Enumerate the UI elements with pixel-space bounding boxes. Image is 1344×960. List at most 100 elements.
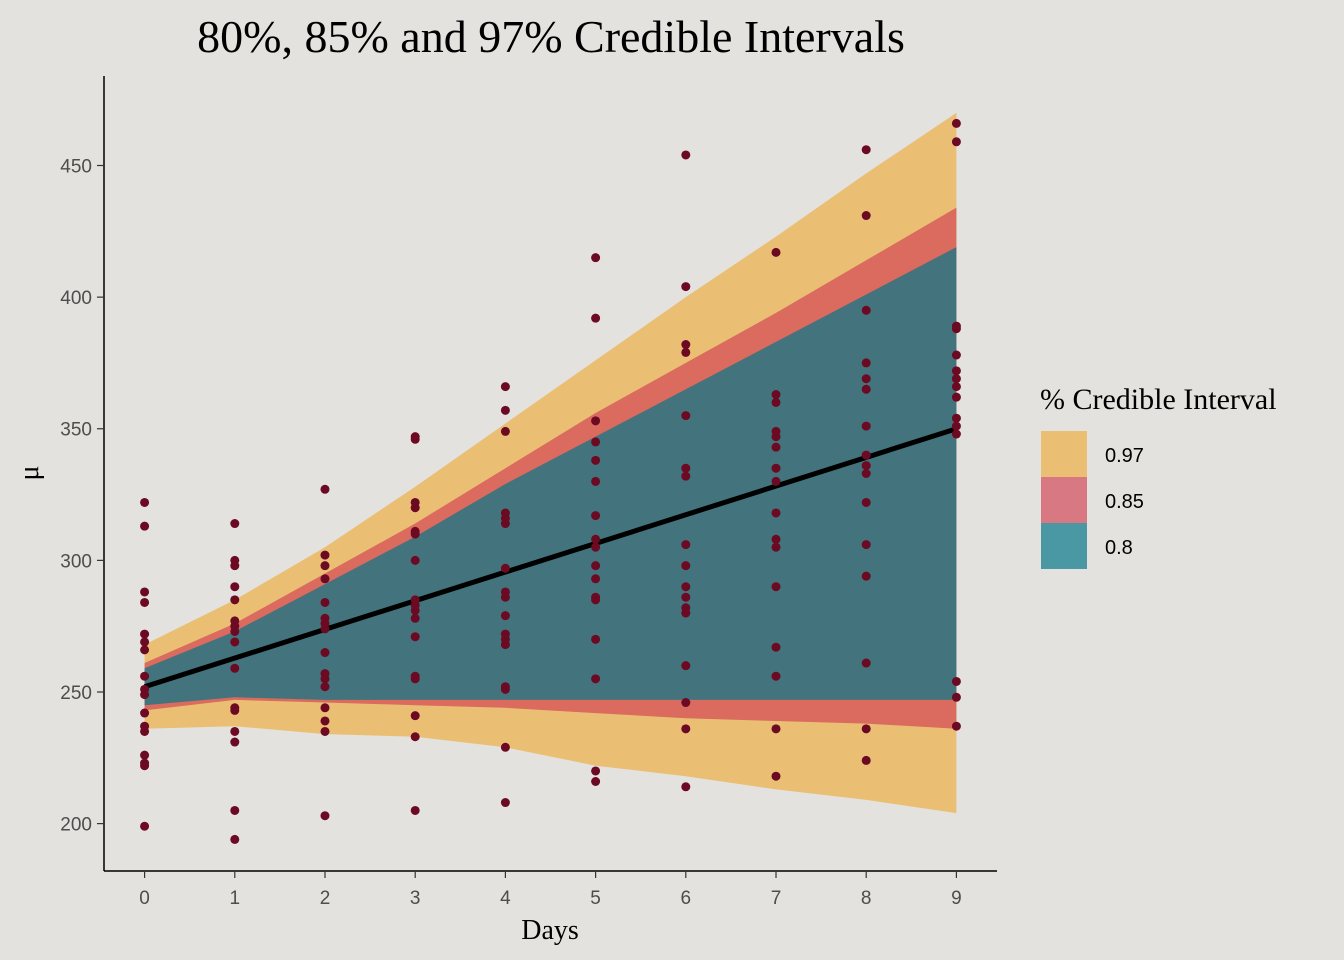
data-point	[771, 534, 781, 544]
data-point	[230, 703, 240, 713]
data-point	[320, 561, 330, 571]
data-point	[951, 676, 961, 686]
data-point	[410, 555, 420, 565]
data-point	[591, 476, 601, 486]
x-tick-label: 3	[410, 888, 421, 909]
data-point	[861, 469, 871, 478]
data-point	[771, 476, 781, 486]
data-point	[951, 118, 961, 128]
y-tick-label: 300	[60, 551, 92, 572]
data-point	[861, 497, 871, 507]
data-point	[591, 542, 601, 552]
data-point	[140, 758, 150, 768]
data-point	[500, 508, 510, 518]
data-point	[410, 732, 420, 742]
x-tick-label: 0	[139, 888, 150, 909]
data-point	[591, 534, 601, 544]
legend-key-0.8	[1041, 523, 1087, 569]
data-point	[140, 637, 150, 647]
x-tick-label: 7	[771, 888, 782, 909]
data-point	[861, 450, 871, 460]
y-tick-label: 250	[60, 683, 92, 704]
data-point	[410, 632, 420, 642]
data-point	[410, 497, 420, 507]
data-point	[951, 374, 961, 384]
data-point	[140, 645, 150, 655]
data-point	[951, 321, 961, 331]
data-point	[681, 724, 691, 734]
data-point	[861, 755, 871, 765]
data-point	[681, 411, 691, 421]
data-point	[861, 461, 871, 471]
data-point	[771, 442, 781, 452]
data-point	[140, 721, 150, 731]
data-point	[591, 766, 601, 776]
data-point	[771, 582, 781, 592]
data-point	[320, 597, 330, 607]
data-point	[320, 648, 330, 658]
data-point	[320, 682, 330, 692]
data-point	[140, 521, 150, 531]
data-point	[681, 540, 691, 550]
legend-key-0.97	[1041, 431, 1087, 477]
data-point	[230, 616, 240, 626]
data-point	[771, 247, 781, 257]
data-point	[320, 484, 330, 494]
y-tick-label: 200	[60, 815, 92, 836]
data-point	[771, 426, 781, 436]
x-tick-label: 1	[230, 888, 241, 909]
legend-label: 0.97	[1105, 445, 1144, 467]
data-point	[410, 595, 420, 605]
legend-title: % Credible Interval	[1040, 383, 1277, 416]
data-point	[951, 350, 961, 360]
data-point	[771, 390, 781, 400]
y-tick-label: 400	[60, 288, 92, 309]
data-point	[500, 742, 510, 752]
data-point	[140, 750, 150, 760]
chart-title: 80%, 85% and 97% Credible Intervals	[197, 11, 905, 62]
data-point	[500, 611, 510, 621]
data-point	[320, 669, 330, 679]
data-point	[861, 305, 871, 315]
data-point	[951, 429, 961, 439]
data-point	[410, 432, 420, 442]
data-point	[771, 671, 781, 681]
legend: % Credible Interval 0.97 0.85 0.8	[1040, 383, 1277, 569]
y-ticks: 200 250 300 350 400 450	[60, 157, 104, 836]
credible-bands	[144, 112, 957, 814]
data-point	[410, 613, 420, 623]
x-tick-label: 8	[861, 888, 872, 909]
data-point	[500, 798, 510, 808]
data-point	[140, 821, 150, 831]
data-point	[771, 463, 781, 473]
data-point	[230, 519, 240, 529]
observation-points	[140, 118, 961, 844]
data-point	[500, 587, 510, 597]
data-point	[771, 724, 781, 734]
data-point	[861, 145, 871, 155]
data-point	[861, 724, 871, 734]
data-point	[591, 511, 601, 521]
data-point	[681, 150, 691, 160]
x-tick-label: 4	[500, 888, 511, 909]
data-point	[771, 508, 781, 518]
x-tick-label: 6	[681, 888, 692, 909]
data-point	[230, 663, 240, 673]
data-point	[410, 526, 420, 536]
data-point	[681, 340, 691, 350]
data-point	[681, 661, 691, 671]
data-point	[140, 708, 150, 718]
data-point	[230, 637, 240, 647]
x-tick-label: 2	[320, 888, 331, 909]
data-point	[951, 413, 961, 423]
mean-line	[143, 426, 958, 690]
axes	[103, 76, 997, 872]
data-point	[591, 592, 601, 602]
data-point	[410, 805, 420, 815]
data-point	[140, 587, 150, 597]
data-point	[230, 805, 240, 815]
data-point	[140, 629, 150, 639]
data-point	[320, 726, 330, 736]
data-point	[500, 382, 510, 392]
